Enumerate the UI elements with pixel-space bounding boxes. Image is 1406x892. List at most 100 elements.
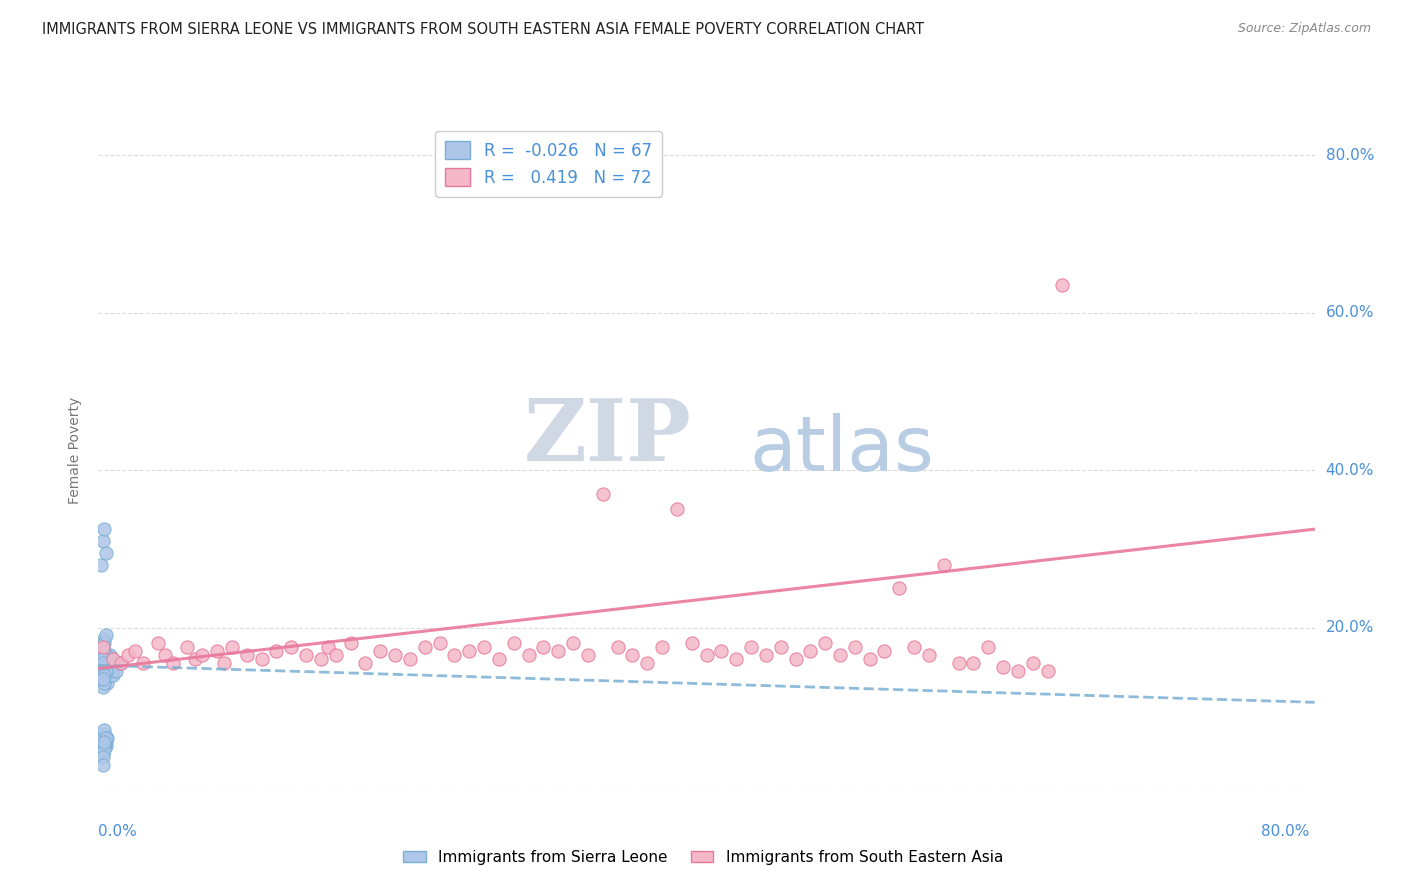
Point <box>146 636 169 650</box>
Point <box>828 648 851 662</box>
Point <box>110 656 132 670</box>
Point <box>162 656 184 670</box>
Point <box>636 656 658 670</box>
Point <box>621 648 644 662</box>
Point <box>94 652 117 666</box>
Point <box>105 664 128 678</box>
Point <box>91 533 114 548</box>
Point <box>91 747 114 761</box>
Point <box>103 652 125 666</box>
Point <box>91 640 114 655</box>
Point <box>769 640 792 655</box>
Point <box>94 656 117 670</box>
Point <box>91 664 114 678</box>
Point <box>547 644 569 658</box>
Point <box>91 731 114 745</box>
Point <box>443 648 465 662</box>
Point <box>918 648 941 662</box>
Text: ZIP: ZIP <box>524 395 692 479</box>
Point <box>873 644 896 658</box>
Point <box>903 640 925 655</box>
Point <box>91 644 114 658</box>
Point <box>117 648 139 662</box>
Point <box>94 664 117 678</box>
Point <box>295 648 318 662</box>
Point <box>250 652 273 666</box>
Point <box>755 648 778 662</box>
Point <box>413 640 436 655</box>
Point <box>153 648 176 662</box>
Text: atlas: atlas <box>749 414 934 487</box>
Point <box>725 652 748 666</box>
Point <box>93 734 115 748</box>
Point <box>889 581 911 595</box>
Point <box>799 644 821 658</box>
Point <box>110 656 132 670</box>
Text: Source: ZipAtlas.com: Source: ZipAtlas.com <box>1237 22 1371 36</box>
Point <box>93 522 115 536</box>
Point <box>318 640 340 655</box>
Point <box>502 636 524 650</box>
Point <box>97 664 120 678</box>
Point <box>368 644 391 658</box>
Point <box>93 723 115 737</box>
Point <box>91 660 114 674</box>
Point <box>91 652 114 666</box>
Point <box>517 648 540 662</box>
Point <box>94 628 117 642</box>
Point <box>100 656 122 670</box>
Point <box>339 636 361 650</box>
Point <box>266 644 288 658</box>
Point <box>132 656 155 670</box>
Point <box>488 652 510 666</box>
Point <box>472 640 495 655</box>
Point <box>399 652 422 666</box>
Point <box>1007 664 1029 678</box>
Point <box>91 734 114 748</box>
Point <box>104 656 127 670</box>
Point <box>91 680 114 694</box>
Point <box>90 558 112 572</box>
Point <box>932 558 955 572</box>
Legend: Immigrants from Sierra Leone, Immigrants from South Eastern Asia: Immigrants from Sierra Leone, Immigrants… <box>396 844 1010 871</box>
Point <box>651 640 673 655</box>
Point <box>93 667 115 681</box>
Text: 0.0%: 0.0% <box>98 824 138 838</box>
Point <box>91 672 114 686</box>
Point <box>94 546 117 560</box>
Point <box>710 644 733 658</box>
Point <box>205 644 228 658</box>
Point <box>962 656 984 670</box>
Text: 20.0%: 20.0% <box>1326 620 1374 635</box>
Point <box>91 652 114 666</box>
Point <box>98 660 121 674</box>
Point <box>91 640 114 655</box>
Point <box>93 675 115 690</box>
Point <box>98 667 121 681</box>
Point <box>103 660 125 674</box>
Point <box>384 648 406 662</box>
Point <box>325 648 347 662</box>
Legend: R =  -0.026   N = 67, R =   0.419   N = 72: R = -0.026 N = 67, R = 0.419 N = 72 <box>436 131 662 196</box>
Point <box>221 640 243 655</box>
Point <box>93 675 115 690</box>
Point <box>1052 278 1074 293</box>
Point <box>948 656 970 670</box>
Point <box>91 656 114 670</box>
Point <box>176 640 198 655</box>
Point <box>592 487 614 501</box>
Point <box>93 739 115 753</box>
Point <box>91 656 114 670</box>
Point <box>96 648 118 662</box>
Point <box>91 758 114 772</box>
Point <box>859 652 882 666</box>
Point <box>1022 656 1045 670</box>
Point <box>91 742 114 756</box>
Point <box>681 636 703 650</box>
Point <box>93 660 115 674</box>
Text: 80.0%: 80.0% <box>1326 148 1374 163</box>
Text: 40.0%: 40.0% <box>1326 463 1374 477</box>
Point <box>97 652 120 666</box>
Point <box>100 664 122 678</box>
Point <box>93 660 115 674</box>
